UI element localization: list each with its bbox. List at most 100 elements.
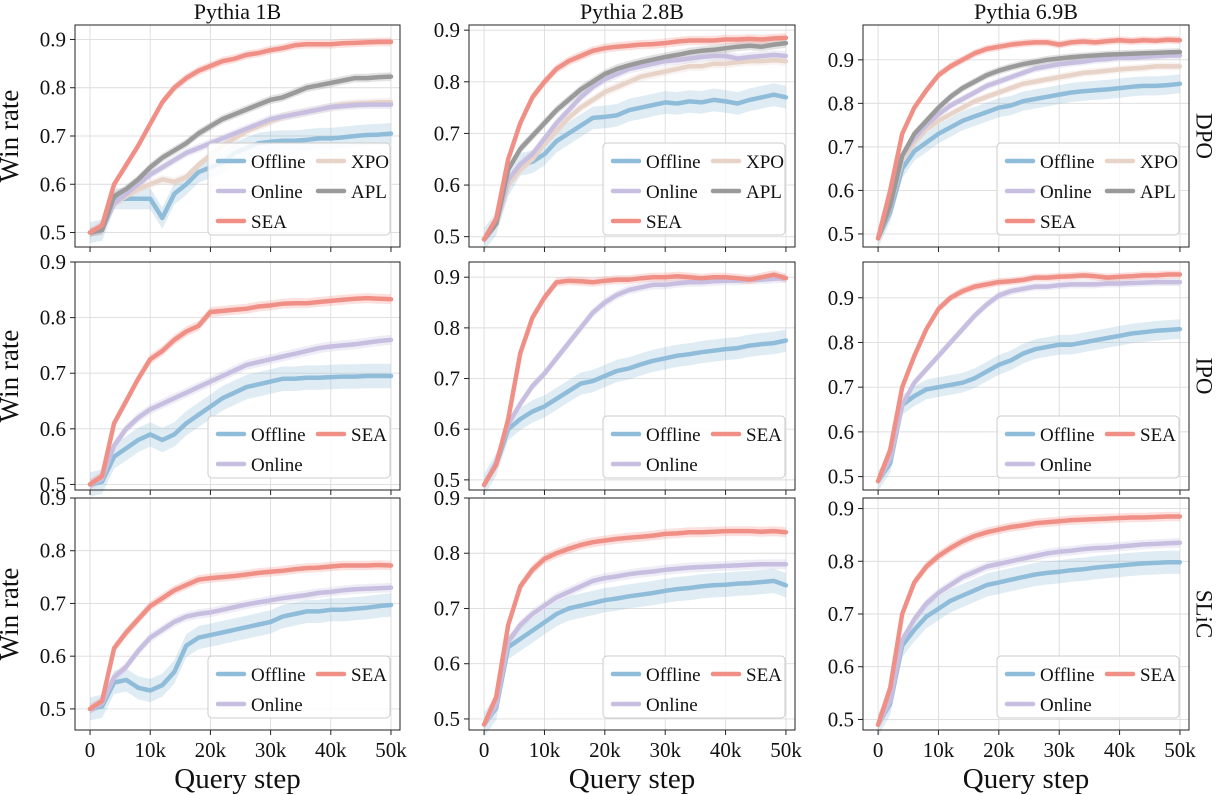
subplot-1-2: 0.5 0.6 0.7 0.8 0.9 Offline SEA Online xyxy=(828,261,1190,495)
legend-label-offline: Offline xyxy=(251,152,306,173)
y-tick-label: 0.5 xyxy=(434,707,460,731)
legend: Offline SEA Online xyxy=(996,415,1180,479)
line-sea xyxy=(481,272,789,488)
plot-frame xyxy=(862,261,1190,491)
y-tick-label: 0.7 xyxy=(40,591,66,615)
plot-frame xyxy=(468,261,796,491)
legend-label-sea: SEA xyxy=(1140,665,1176,686)
line-online xyxy=(481,275,789,488)
legend-box xyxy=(207,142,391,236)
subplot-1-0: 0.5 0.6 0.7 0.8 0.9 Win rate Offline SEA Online xyxy=(0,250,401,497)
line-sea xyxy=(875,37,1183,241)
y-tick-label: 0.7 xyxy=(828,602,854,626)
y-tick-label: 0.9 xyxy=(434,265,460,289)
x-tick-label: 40k xyxy=(710,738,742,762)
legend: Offline XPO Online APL SEA xyxy=(602,142,786,236)
row-label-1: IPO xyxy=(1192,357,1217,394)
legend-label-online: Online xyxy=(251,182,303,203)
y-tick-label: 0.8 xyxy=(40,306,66,330)
line-online xyxy=(87,337,394,487)
plot-frame xyxy=(468,497,796,731)
y-axis-label: Win rate xyxy=(0,330,24,423)
y-tick-label: 0.9 xyxy=(434,18,460,42)
legend-label-sea: SEA xyxy=(351,425,387,446)
line-offline xyxy=(875,560,1183,727)
legend-label-sea: SEA xyxy=(251,212,287,233)
line-sea xyxy=(87,39,394,235)
line-online xyxy=(87,102,394,235)
x-tick-label: 50k xyxy=(770,738,802,762)
legend-label-sea: SEA xyxy=(1040,212,1076,233)
legend-label-online: Online xyxy=(646,695,698,716)
line-apl xyxy=(87,74,394,235)
subplot-2-1: 0.5 0.6 0.7 0.8 0.9 0 10k 20k 30k 40k 50k Query ste… xyxy=(434,486,802,795)
line-online xyxy=(87,585,394,712)
x-tick-label: 0 xyxy=(873,738,884,762)
x-tick-label: 30k xyxy=(255,738,287,762)
line-sea xyxy=(87,562,394,712)
legend-label-offline: Offline xyxy=(1040,425,1095,446)
y-tick-label: 0.5 xyxy=(40,472,66,496)
y-tick-label: 0.6 xyxy=(434,417,460,441)
row-label-2: SLiC xyxy=(1192,590,1217,639)
line-offline xyxy=(481,338,789,488)
line-offline xyxy=(481,92,789,242)
legend: Offline SEA Online xyxy=(602,655,786,719)
line-online xyxy=(875,279,1183,484)
legend-label-online: Online xyxy=(646,182,698,203)
y-tick-label: 0.5 xyxy=(40,221,66,245)
legend-label-online: Online xyxy=(251,455,303,476)
legend-label-apl: APL xyxy=(1140,182,1176,203)
legend-box xyxy=(996,415,1180,479)
row-label-0: DPO xyxy=(1192,113,1217,159)
legend-label-online: Online xyxy=(1040,455,1092,476)
line-online xyxy=(481,562,789,727)
legend: Offline SEA Online xyxy=(602,415,786,479)
column-title-2: Pythia 6.9B xyxy=(974,0,1078,24)
legend-label-offline: Offline xyxy=(646,425,701,446)
legend-label-xpo: XPO xyxy=(746,152,784,173)
x-tick-label: 50k xyxy=(375,738,407,762)
subplot-2-0: 0.5 0.6 0.7 0.8 0.9 0 10k 20k 30k 40k 50k Win rate Q… xyxy=(0,486,407,795)
y-tick-label: 0.6 xyxy=(828,420,854,444)
x-tick-label: 20k xyxy=(589,738,621,762)
y-tick-label: 0.7 xyxy=(40,361,66,385)
x-axis-label: Query step xyxy=(174,763,300,795)
y-tick-label: 0.8 xyxy=(828,330,854,354)
legend-label-xpo: XPO xyxy=(1140,152,1178,173)
legend-box xyxy=(602,415,786,479)
x-tick-label: 0 xyxy=(479,738,490,762)
legend-label-sea: SEA xyxy=(746,425,782,446)
line-offline xyxy=(875,326,1183,484)
x-tick-label: 30k xyxy=(1043,738,1075,762)
y-tick-label: 0.6 xyxy=(434,652,460,676)
y-tick-label: 0.5 xyxy=(434,468,460,492)
band-online xyxy=(90,100,391,237)
line-offline xyxy=(87,373,394,487)
line-sea xyxy=(875,272,1183,484)
line-sea xyxy=(875,514,1183,727)
subplot-0-0: 0.5 0.6 0.7 0.8 0.9 Win rate Offline XPO Online A… xyxy=(0,24,401,252)
band-online xyxy=(878,538,1180,730)
legend: Offline XPO Online APL SEA xyxy=(207,142,391,236)
y-tick-label: 0.8 xyxy=(828,549,854,573)
x-tick-label: 40k xyxy=(315,738,347,762)
legend-label-apl: APL xyxy=(351,182,387,203)
legend-box xyxy=(207,415,391,479)
y-tick-label: 0.9 xyxy=(828,286,854,310)
y-tick-label: 0.9 xyxy=(40,27,66,51)
subplot-1-1: 0.5 0.6 0.7 0.8 0.9 Offline SEA Online xyxy=(434,261,796,497)
legend-box xyxy=(996,655,1180,719)
x-axis-label: Query step xyxy=(963,763,1089,795)
plot-frame xyxy=(74,261,401,491)
x-tick-label: 10k xyxy=(923,738,955,762)
legend-box xyxy=(602,655,786,719)
line-sea xyxy=(481,528,789,727)
band-offline xyxy=(90,593,391,721)
subplot-0-2: 0.5 0.6 0.7 0.8 0.9 Offline XPO Online APL SEA xyxy=(828,24,1190,252)
plot-frame xyxy=(468,24,796,248)
line-online xyxy=(875,540,1183,727)
y-tick-label: 0.9 xyxy=(40,486,66,510)
legend-label-online: Online xyxy=(1040,182,1092,203)
